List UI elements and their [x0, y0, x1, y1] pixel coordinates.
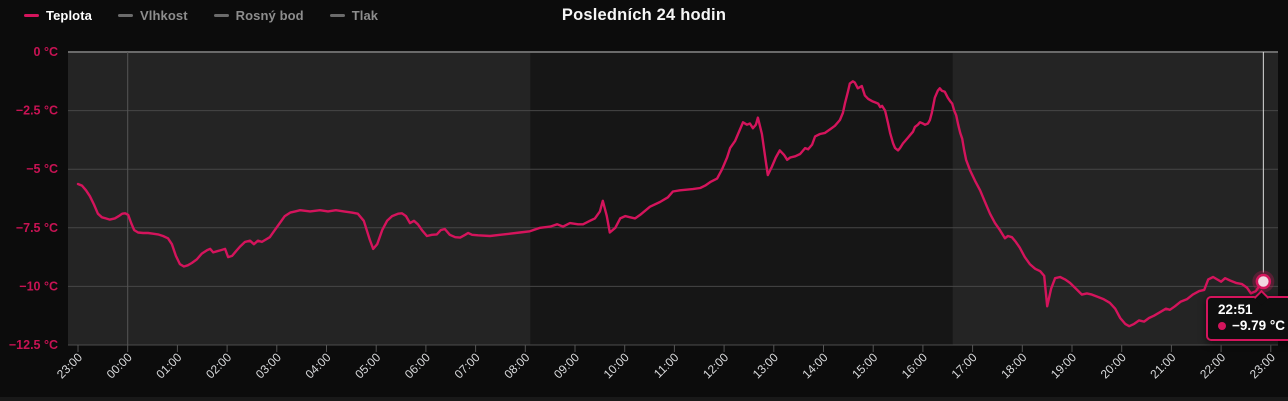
tooltip-value: −9.79 °C [1232, 318, 1286, 333]
tooltip: 22:51 −9.79 °C [1206, 289, 1288, 341]
x-tick-label: 17:00 [949, 350, 980, 381]
legend-label-teplota: Teplota [46, 8, 92, 23]
legend-swatch-rosny-bod [213, 14, 229, 17]
daytime-band [530, 52, 953, 345]
legend: Teplota Vlhkost Rosný bod Tlak [24, 8, 378, 23]
legend-item-tlak[interactable]: Tlak [329, 8, 379, 23]
x-tick-label: 03:00 [253, 350, 284, 381]
x-tick-label: 04:00 [302, 350, 333, 381]
x-tick-label: 01:00 [153, 350, 184, 381]
legend-swatch-teplota [24, 14, 39, 17]
x-tick-label: 16:00 [899, 350, 930, 381]
tooltip-series-dot [1218, 321, 1226, 330]
legend-label-vlhkost: Vlhkost [139, 8, 188, 23]
tooltip-time: 22:51 [1218, 302, 1253, 317]
x-tick-label: 05:00 [352, 350, 383, 381]
x-tick-label: 11:00 [651, 350, 682, 381]
x-tick-label: 12:00 [700, 350, 731, 381]
x-tick-label: 02:00 [203, 350, 234, 381]
y-tick-label: −2.5 °C [16, 104, 58, 118]
x-tick-label: 20:00 [1098, 350, 1129, 381]
x-tick-label: 21:00 [1147, 350, 1178, 381]
legend-label-tlak: Tlak [351, 8, 379, 23]
y-tick-label: −12.5 °C [9, 338, 58, 352]
legend-item-teplota[interactable]: Teplota [24, 8, 92, 23]
y-tick-label: −10 °C [19, 279, 58, 293]
x-tick-label: 06:00 [402, 350, 433, 381]
x-tick-label: 19:00 [1048, 350, 1079, 381]
legend-swatch-vlhkost [117, 14, 133, 17]
legend-item-rosny-bod[interactable]: Rosný bod [213, 8, 304, 23]
x-tick-label: 07:00 [452, 350, 483, 381]
x-tick-label: 09:00 [551, 350, 582, 381]
y-tick-label: −5 °C [26, 162, 58, 176]
x-tick-label: 14:00 [799, 350, 830, 381]
x-tick-label: 18:00 [998, 350, 1029, 381]
x-tick-label: 23:00 [54, 350, 85, 381]
x-tick-label: 23:00 [1247, 350, 1278, 381]
x-tick-label: 10:00 [601, 350, 632, 381]
legend-swatch-tlak [329, 14, 345, 17]
y-tick-label: −7.5 °C [16, 221, 58, 235]
legend-item-vlhkost[interactable]: Vlhkost [117, 8, 188, 23]
x-tick-label: 15:00 [849, 350, 880, 381]
x-tick-label: 08:00 [501, 350, 532, 381]
y-tick-label: 0 °C [34, 45, 58, 59]
hover-marker[interactable] [1255, 273, 1272, 290]
x-tick-label: 00:00 [104, 350, 135, 381]
bottom-edge-strip [0, 397, 1288, 401]
x-tick-label: 13:00 [750, 350, 781, 381]
temperature-line [76, 80, 1265, 328]
legend-label-rosny-bod: Rosný bod [235, 8, 304, 23]
x-tick-label: 22:00 [1197, 350, 1228, 381]
